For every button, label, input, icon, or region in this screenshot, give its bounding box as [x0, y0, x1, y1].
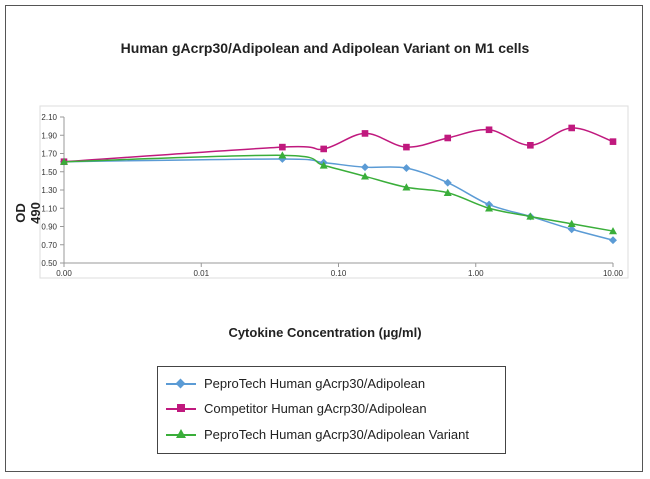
- data-point-triangle: [526, 212, 535, 220]
- data-point-triangle: [485, 204, 494, 212]
- data-point-diamond: [567, 225, 576, 234]
- chart-title: Human gAcrp30/Adipolean and Adipolean Va…: [120, 40, 530, 56]
- data-point-square: [527, 141, 534, 149]
- data-point-triangle: [361, 172, 370, 180]
- data-point-triangle: [567, 219, 576, 227]
- x-tick-label: 10.00: [603, 269, 624, 278]
- data-point-diamond: [609, 236, 617, 245]
- data-point-triangle: [60, 157, 68, 165]
- data-point-diamond: [361, 163, 369, 172]
- legend: PeproTech Human gAcrp30/Adipolean Compet…: [157, 366, 506, 454]
- legend-label: Competitor Human gAcrp30/Adipolean: [204, 401, 427, 416]
- data-point-triangle: [402, 183, 411, 191]
- series-3: [60, 151, 617, 235]
- legend-label: PeproTech Human gAcrp30/Adipolean: [204, 376, 426, 391]
- y-tick-label: 1.30: [41, 186, 57, 195]
- y-tick-label: 2.10: [41, 113, 57, 122]
- axes: 0.50 0.70 0.90 1.10 1.30 1.50 1.70 1.90 2.10 0.00…: [39, 105, 629, 279]
- y-tick-label: 1.70: [41, 150, 57, 159]
- y-axis-label: OD 490: [13, 202, 43, 224]
- data-point-triangle: [609, 227, 617, 235]
- data-point-square: [568, 124, 575, 132]
- legend-item-variant: PeproTech Human gAcrp30/Adipolean Varian…: [166, 425, 506, 445]
- data-point-triangle: [319, 161, 328, 169]
- x-axis-label: Cytokine Concentration (µg/ml): [228, 325, 422, 340]
- x-tick-label: 1.00: [468, 269, 484, 278]
- data-point-square: [609, 138, 617, 145]
- data-point-square: [361, 130, 369, 137]
- series-2: [60, 124, 617, 166]
- y-tick-label: 0.50: [41, 259, 57, 268]
- data-point-diamond: [443, 178, 452, 187]
- y-tick-label: 0.70: [41, 241, 57, 250]
- plot-background: [39, 105, 629, 279]
- y-tick-label: 0.90: [41, 223, 57, 232]
- legend-label: PeproTech Human gAcrp30/Adipolean Varian…: [204, 427, 469, 442]
- y-tick-label: 1.50: [41, 168, 57, 177]
- x-tick-label: 0.01: [193, 269, 209, 278]
- data-point-triangle: [443, 188, 452, 196]
- data-point-square: [320, 145, 327, 153]
- x-tick-label: 0.10: [331, 269, 347, 278]
- y-tick-label: 1.90: [41, 131, 57, 140]
- y-tick-label: 1.10: [41, 204, 57, 213]
- data-point-square: [403, 143, 410, 151]
- series-layer: [60, 124, 617, 245]
- data-point-diamond: [402, 164, 411, 173]
- data-point-square: [444, 134, 452, 142]
- legend-item-competitor: Competitor Human gAcrp30/Adipolean: [166, 399, 506, 419]
- triangle-marker-icon: [176, 429, 186, 438]
- data-point-triangle: [278, 151, 287, 159]
- legend-item-peprotech: PeproTech Human gAcrp30/Adipolean: [166, 374, 506, 394]
- x-tick-label: 0.00: [56, 269, 72, 278]
- data-point-square: [485, 126, 493, 134]
- data-point-square: [279, 143, 286, 151]
- square-marker-icon: [177, 404, 185, 412]
- diamond-marker-icon: [175, 378, 186, 389]
